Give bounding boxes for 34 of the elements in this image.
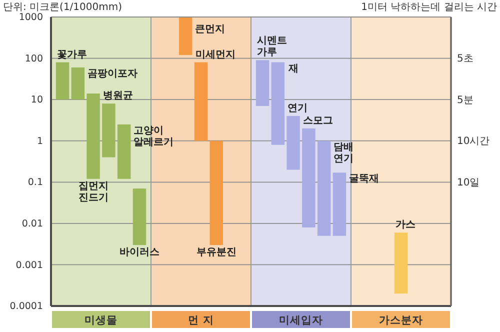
- y-tick-label: 0.001: [16, 260, 43, 271]
- series-label: 꽃가루: [56, 49, 87, 60]
- series-label: 큰먼지: [195, 24, 226, 35]
- category-label: 5초: [457, 53, 474, 64]
- y-tick-label: 1000: [18, 12, 43, 24]
- y-tick-label: 10: [30, 94, 43, 106]
- series-label: 병원균: [103, 90, 134, 102]
- series-label: 재: [288, 63, 299, 74]
- y-tick-label: 0.0001: [10, 301, 43, 312]
- series-label: 담배 연기: [334, 142, 354, 164]
- x-tick-label: 가스분자: [379, 314, 423, 326]
- series-label: 고양이 알레르기: [134, 125, 174, 148]
- series-label: 집먼지 진드기: [78, 180, 108, 204]
- series-label: 곰팡이포자: [88, 68, 138, 80]
- series-label: 스모그: [303, 115, 334, 126]
- y-tick-label: 0.1: [28, 177, 43, 188]
- series-label: 미세먼지: [195, 49, 236, 60]
- category-label: 10시간: [457, 136, 490, 148]
- series-label: 시멘트 가루: [256, 36, 287, 58]
- series-label: 가스: [395, 220, 416, 231]
- y-tick-label: 1: [36, 136, 43, 147]
- x-tick-label: 미세입자: [279, 314, 323, 326]
- x-tick-label: 미생물: [84, 314, 118, 326]
- series-label: 바이러스: [119, 247, 160, 258]
- category-label: 10일: [457, 177, 480, 188]
- y-tick-label: 0.01: [22, 218, 43, 230]
- series-label: 부유분진: [196, 247, 236, 258]
- series-label: 연기: [288, 103, 308, 114]
- x-tick-label: 먼 지: [188, 314, 214, 326]
- y-tick-label: 100: [24, 53, 43, 64]
- category-label: 5분: [457, 94, 474, 106]
- y2-axis-title: 1미터 낙하하는데 걸리는 시간: [361, 2, 497, 13]
- y-axis-title: 단위: 미크론(1/1000mm): [3, 2, 122, 13]
- series-label: 굴뚝재: [349, 174, 380, 185]
